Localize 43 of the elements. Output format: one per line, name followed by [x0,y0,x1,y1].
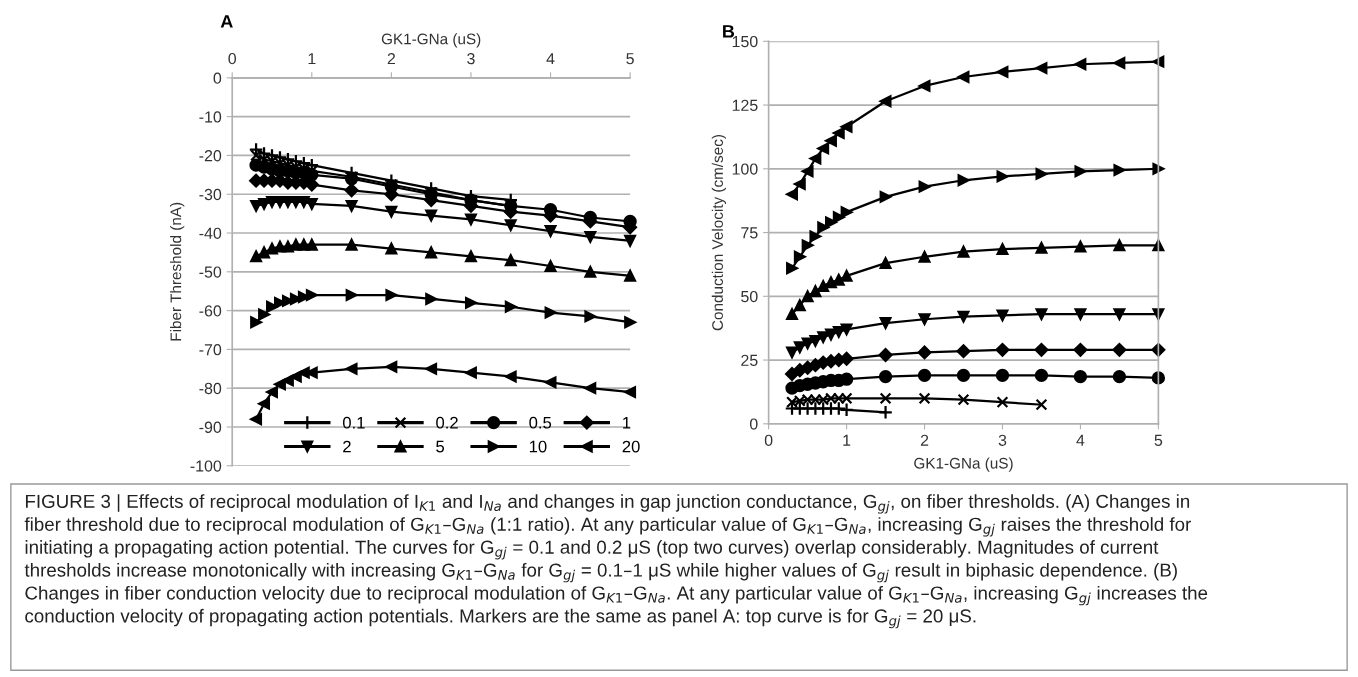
y-tick-label: 0 [749,418,758,430]
x-tick-label: 3 [467,52,475,65]
legend-label: 0.5 [529,416,552,429]
y-tick-label: 0 [213,72,222,84]
legend-label: 20 [622,440,640,453]
y-tick-label: 25 [741,354,758,366]
x-tick-label: 0 [228,52,237,65]
y-tick-label: 50 [741,290,758,303]
y-tick-label: 75 [741,227,758,239]
legend-label: 10 [529,440,547,453]
y-tick-label: 150 [732,35,758,48]
y-tick-label: -50 [199,266,222,278]
legend-label: 1 [623,416,631,429]
legend-label: 0.1 [342,416,365,429]
y-tick-label: -90 [199,421,222,433]
y-tick-label: -100 [190,460,222,472]
x-tick-label: 1 [308,53,316,65]
x-tick-label: 4 [1076,434,1085,446]
x-tick-label: 3 [998,434,1007,446]
x-tick-label: 2 [920,434,929,446]
legend-label: 0.2 [436,416,458,429]
y-tick-label: -40 [199,227,222,239]
x-tick-label: 5 [1154,434,1163,446]
y-tick-label: -10 [199,111,222,123]
y-tick-label: -70 [199,344,222,356]
y-axis-title: Fiber Threshold (nA) [170,202,185,341]
y-tick-label: -30 [199,188,222,201]
x-axis-title: GK1-GNa (uS) [914,457,1013,472]
y-tick-label: 125 [732,99,758,111]
x-axis-title: GK1-GNa (uS) [381,33,481,48]
y-tick-label: -60 [199,305,222,317]
y-tick-label: 100 [732,163,758,175]
x-tick-label: 0 [764,434,773,446]
y-tick-label: -20 [199,150,222,162]
text: B [723,25,735,38]
x-tick-label: 1 [843,434,851,446]
x-tick-label: 4 [546,53,555,65]
text: FIGURE 3 | Effects of reciprocal modulation of I$_{K1}$ and I$_{Na}$ and changes in gap junction conductance, G$_{gj}$, on fiber thresholds. (A) Changes in fiber threshold due to reciprocal modulation of G$_{K1}$–G$_{Na}$ (1:1 ratio). At any particular value of G$_{K1}$–G$_{Na}$, increasing G$_{gj}$ raises the threshold for initiating a propagating action potential. The curves for G$_{gj}$ = 0.1 and 0.2 μS (top two curves) overlap considerably. Magnitudes of current thresholds increase monotonically with increasing G$_{K1}$–G$_{Na}$ for G$_{gj}$ = 0.1–1 μS while higher values of G$_{gj}$ result in biphasic dependence. (B) Changes in fiber conduction velocity due to reciprocal modulation of G$_{K1}$–G$_{Na}$. At any particular value of G$_{K1}$–G$_{Na}$, increasing G$_{gj}$ increases the conduction velocity of propagating action potentials. Markers are the same as panel A: top curve is for G$_{gj}$ = 20 μS. [24,494,1208,629]
x-tick-label: 5 [626,53,634,65]
y-tick-label: -80 [199,382,222,395]
y-axis-title: Conduction Velocity (cm/sec) [711,135,727,331]
text: A [220,15,233,28]
x-tick-label: 2 [387,52,396,65]
